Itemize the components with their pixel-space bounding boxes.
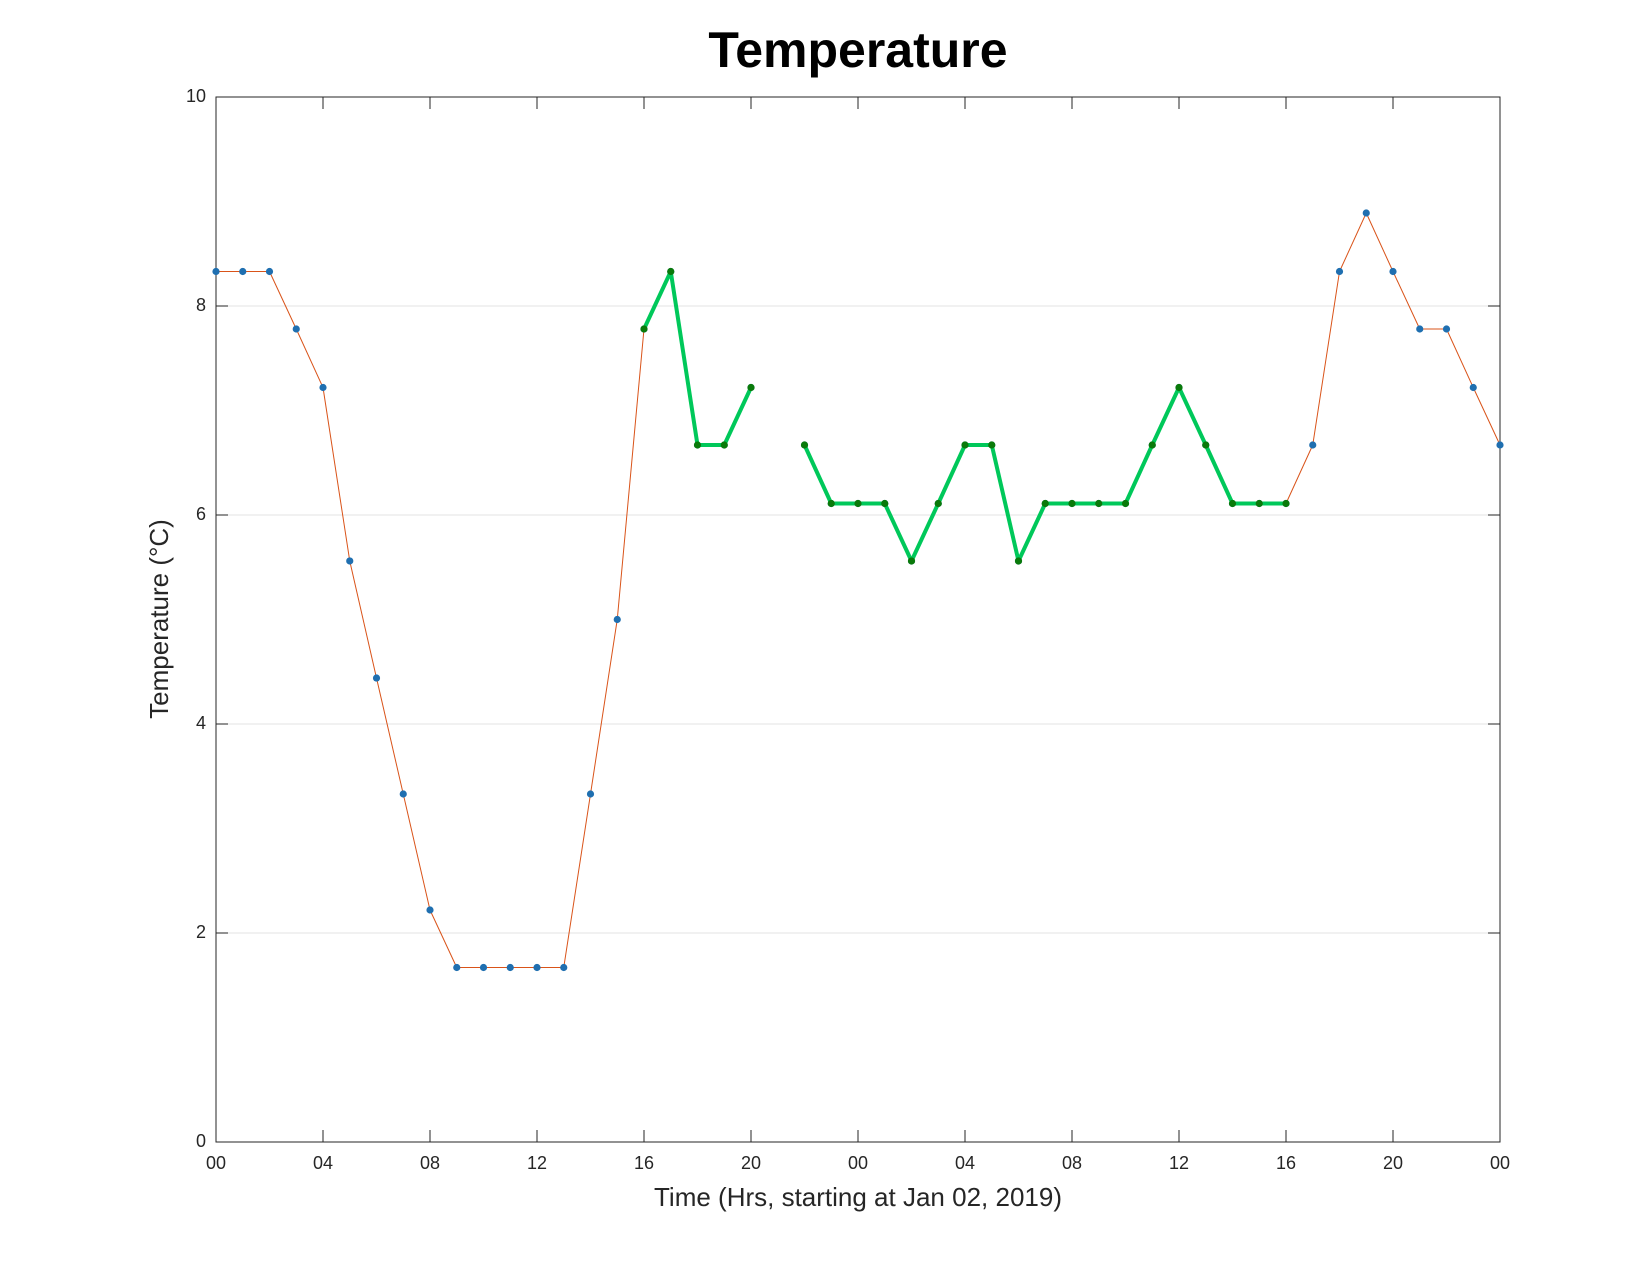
data-point bbox=[1282, 499, 1290, 508]
x-tick-label: 04 bbox=[955, 1153, 975, 1173]
x-tick-label: 20 bbox=[1383, 1153, 1403, 1173]
data-point bbox=[399, 790, 407, 798]
data-point bbox=[1175, 383, 1183, 392]
data-point bbox=[346, 557, 354, 565]
data-point bbox=[1041, 499, 1049, 508]
y-tick-label: 2 bbox=[196, 922, 206, 942]
x-tick-label: 00 bbox=[848, 1153, 868, 1173]
x-axis-label: Time (Hrs, starting at Jan 02, 2019) bbox=[654, 1182, 1062, 1212]
y-tick-label: 8 bbox=[196, 295, 206, 315]
data-point bbox=[533, 963, 541, 972]
data-point bbox=[506, 963, 514, 972]
data-point bbox=[1202, 441, 1210, 449]
data-point bbox=[747, 383, 755, 392]
data-point bbox=[907, 557, 916, 565]
x-tick-label: 08 bbox=[1062, 1153, 1082, 1173]
data-point bbox=[1121, 499, 1130, 508]
data-point bbox=[854, 499, 862, 508]
data-point bbox=[934, 499, 942, 508]
data-point bbox=[1362, 209, 1370, 217]
x-tick-label: 16 bbox=[1276, 1153, 1296, 1173]
data-point bbox=[988, 441, 996, 449]
data-point bbox=[1309, 441, 1317, 449]
data-point bbox=[1228, 499, 1237, 508]
data-point bbox=[881, 499, 889, 508]
data-point bbox=[372, 674, 381, 682]
x-tick-label: 12 bbox=[527, 1153, 547, 1173]
data-point bbox=[1469, 383, 1477, 392]
y-tick-label: 6 bbox=[196, 504, 206, 524]
x-tick-label: 00 bbox=[206, 1153, 226, 1173]
chart-title: Temperature bbox=[708, 22, 1007, 78]
y-tick-label: 10 bbox=[186, 86, 206, 106]
x-tick-label: 08 bbox=[420, 1153, 440, 1173]
data-point bbox=[961, 441, 969, 449]
data-point bbox=[667, 267, 675, 276]
x-tick-label: 16 bbox=[634, 1153, 654, 1173]
data-point bbox=[212, 267, 220, 276]
data-point bbox=[479, 963, 488, 972]
data-point bbox=[720, 441, 728, 449]
data-point bbox=[640, 325, 648, 333]
data-point bbox=[1095, 499, 1103, 508]
data-point bbox=[426, 906, 434, 914]
data-point bbox=[1255, 499, 1263, 508]
x-tick-label: 12 bbox=[1169, 1153, 1189, 1173]
axes-box bbox=[215, 96, 1501, 1143]
data-point bbox=[1389, 267, 1397, 276]
data-point bbox=[239, 267, 247, 276]
x-tick-label: 00 bbox=[1490, 1153, 1510, 1173]
data-point bbox=[1014, 557, 1023, 565]
data-point bbox=[453, 963, 461, 972]
data-point bbox=[1148, 441, 1156, 449]
data-point bbox=[1068, 499, 1076, 508]
data-point bbox=[1416, 325, 1424, 333]
x-tick-label: 20 bbox=[741, 1153, 761, 1173]
data-point bbox=[265, 267, 274, 276]
y-axis-label: Temperature (°C) bbox=[144, 519, 174, 719]
x-tick-label: 04 bbox=[313, 1153, 333, 1173]
data-point bbox=[1442, 325, 1451, 333]
data-point bbox=[693, 441, 702, 449]
data-point bbox=[800, 441, 809, 449]
data-point bbox=[1496, 441, 1504, 449]
data-point bbox=[560, 963, 568, 972]
y-tick-label: 0 bbox=[196, 1131, 206, 1151]
data-point bbox=[1335, 267, 1344, 276]
data-point bbox=[292, 325, 300, 333]
data-point bbox=[586, 790, 595, 798]
y-tick-label: 4 bbox=[196, 713, 206, 733]
data-point bbox=[613, 615, 621, 624]
data-point bbox=[827, 499, 835, 508]
data-point bbox=[319, 383, 327, 392]
